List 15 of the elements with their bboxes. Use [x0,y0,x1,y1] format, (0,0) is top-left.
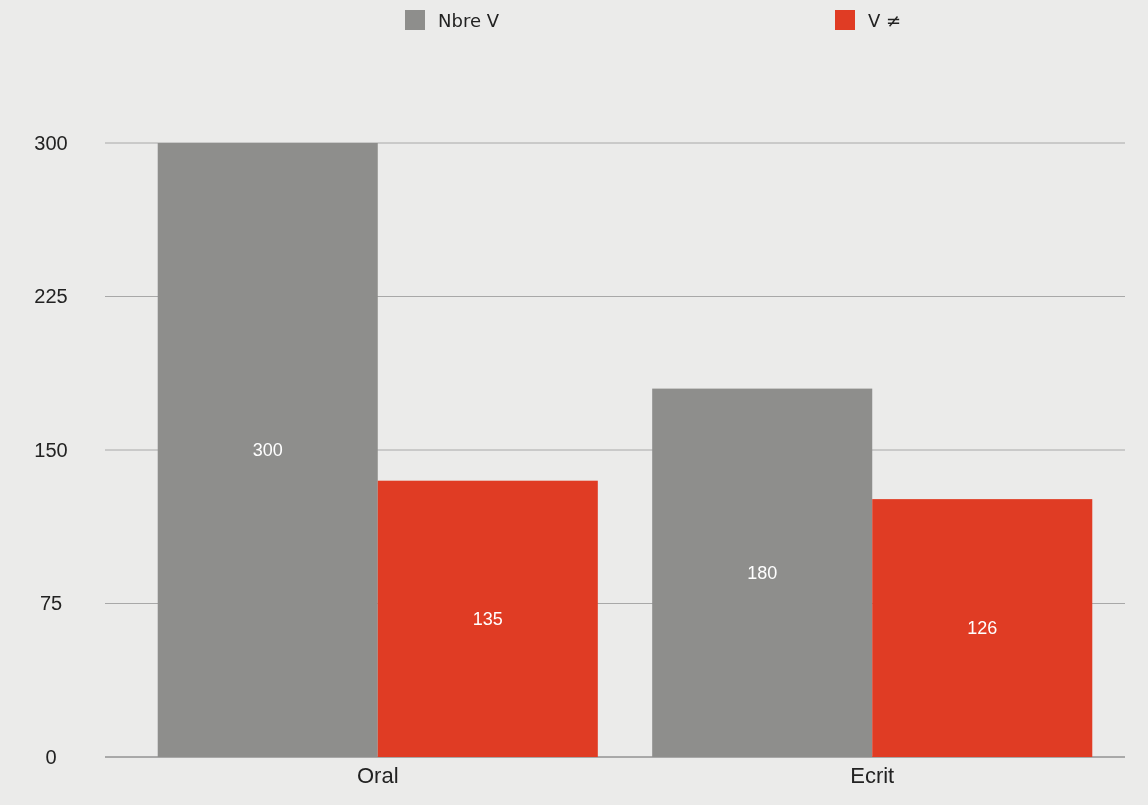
x-tick-label: Ecrit [850,762,895,788]
y-tick-label: 225 [34,285,68,308]
x-tick-label: Oral [356,762,399,788]
legend-label: V ≠ [868,10,902,31]
data-label: 180 [747,562,778,583]
bar [377,480,598,757]
y-tick-label: 300 [34,131,68,154]
bar [872,499,1093,757]
y-tick-label: 150 [34,438,68,461]
y-tick-label: 75 [39,592,63,615]
data-label: 135 [472,608,503,629]
legend-label: Nbre V [438,10,500,31]
data-label: 126 [967,618,998,639]
y-tick-label: 0 [45,745,57,768]
data-label: 300 [252,440,283,460]
